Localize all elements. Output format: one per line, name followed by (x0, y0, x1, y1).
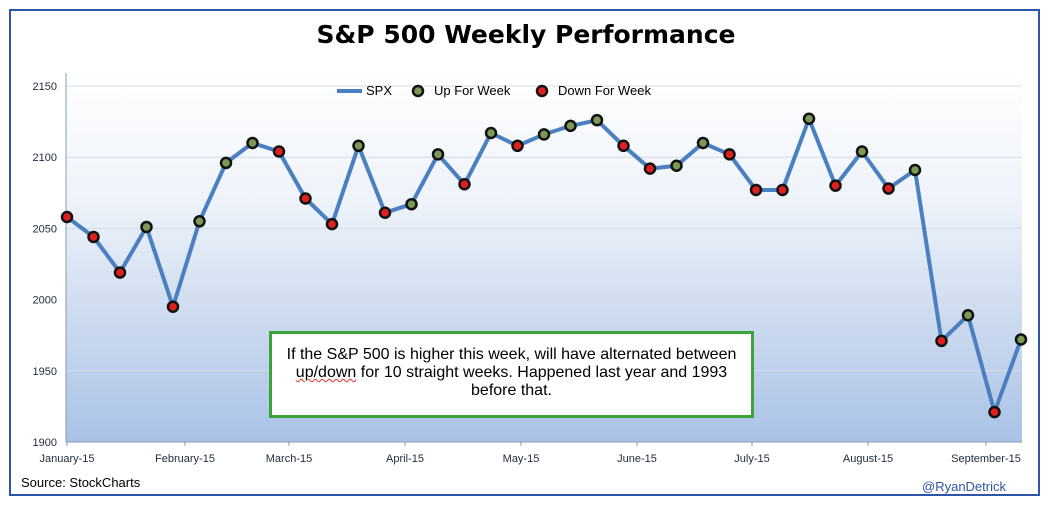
up-week-marker (405, 197, 418, 211)
legend-label-down: Down For Week (558, 83, 651, 98)
down-week-marker (988, 405, 1001, 419)
legend-label-up: Up For Week (434, 83, 511, 98)
y-tick-label: 2050 (33, 223, 57, 235)
up-week-marker (564, 119, 577, 133)
y-tick-label: 1900 (33, 437, 57, 449)
x-tick-label: February-15 (155, 453, 215, 465)
x-tick-label: January-15 (39, 453, 94, 465)
up-week-marker (908, 163, 922, 177)
up-week-marker (961, 309, 975, 322)
up-week-marker (193, 215, 206, 228)
up-week-marker (537, 128, 551, 141)
up-week-marker (855, 145, 869, 158)
y-tick-label: 2000 (33, 295, 57, 307)
down-week-marker (776, 183, 789, 197)
up-week-marker (352, 139, 365, 153)
axes: 1900 1950 2000 2050 2100 2150 January-15 Februa… (33, 73, 1022, 465)
down-week-marker (272, 145, 286, 158)
up-week-marker (219, 156, 233, 170)
x-tick-label: August-15 (843, 453, 893, 465)
week-markers (60, 112, 1028, 419)
up-week-marker (696, 136, 710, 150)
x-tick-label: April-15 (386, 453, 424, 465)
legend-swatch-down (535, 84, 549, 98)
annotation-text-3: for 10 straight weeks. Happened last yea… (356, 364, 728, 399)
down-week-marker (299, 192, 312, 205)
down-week-marker (378, 206, 392, 219)
annotation-text-1: If the S&P 500 is higher this week, will… (286, 346, 737, 363)
author-handle: @RyanDetrick (922, 479, 1006, 494)
up-week-marker (1014, 333, 1028, 346)
chart-title: S&P 500 Weekly Performance (316, 20, 736, 49)
y-tick-label: 1950 (33, 366, 57, 378)
up-week-marker (670, 159, 683, 172)
up-week-marker (246, 136, 259, 150)
down-week-marker (511, 139, 524, 153)
down-week-marker (166, 300, 180, 313)
x-tick-label: May-15 (503, 453, 540, 465)
x-tick-label: July-15 (734, 453, 769, 465)
up-week-marker (140, 220, 153, 234)
down-week-marker (643, 162, 657, 175)
y-tick-label: 2100 (33, 152, 57, 164)
down-week-marker (882, 182, 895, 195)
up-week-marker (802, 112, 816, 126)
up-week-marker (484, 126, 498, 140)
down-week-marker (617, 139, 630, 153)
down-week-marker (935, 334, 948, 348)
annotation-text-2: up/down (295, 364, 357, 381)
legend: SPX Up For Week Down For Week (337, 83, 651, 98)
x-tick-label: September-15 (951, 453, 1021, 465)
legend-swatch-up (411, 84, 425, 98)
down-week-marker (723, 148, 736, 161)
down-week-marker (113, 266, 127, 279)
down-week-marker (749, 183, 763, 197)
down-week-marker (87, 230, 100, 244)
up-week-marker (590, 113, 604, 127)
down-week-marker (458, 178, 471, 191)
annotation-box: If the S&P 500 is higher this week, will… (269, 331, 754, 418)
x-tick-label: June-15 (617, 453, 657, 465)
up-week-marker (431, 148, 445, 161)
x-tick-label: March-15 (266, 453, 312, 465)
legend-label-spx: SPX (366, 83, 392, 98)
down-week-marker (325, 217, 339, 231)
down-week-marker (60, 210, 74, 224)
source-label: Source: StockCharts (21, 475, 141, 490)
down-week-marker (829, 179, 842, 192)
y-tick-label: 2150 (33, 81, 57, 93)
